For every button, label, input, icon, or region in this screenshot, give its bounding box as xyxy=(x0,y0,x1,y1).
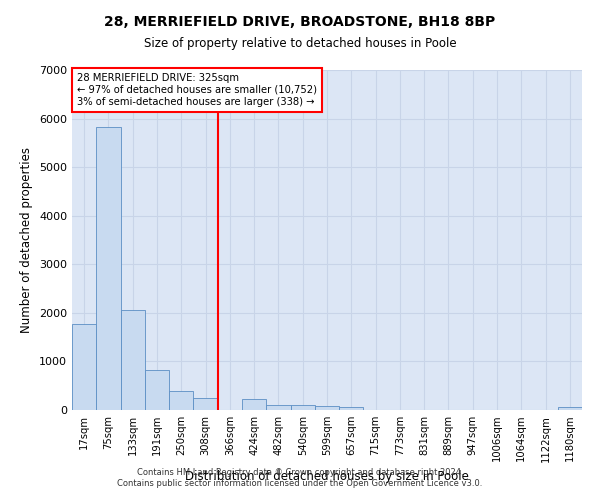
Bar xyxy=(121,310,145,410)
Bar xyxy=(290,404,315,410)
Bar xyxy=(96,128,121,410)
Bar xyxy=(169,391,193,410)
Bar xyxy=(193,398,218,410)
Bar xyxy=(72,324,96,410)
Bar xyxy=(339,407,364,410)
Text: Size of property relative to detached houses in Poole: Size of property relative to detached ho… xyxy=(143,38,457,51)
Bar xyxy=(558,406,582,410)
Bar xyxy=(145,370,169,410)
Text: 28 MERRIEFIELD DRIVE: 325sqm
← 97% of detached houses are smaller (10,752)
3% of: 28 MERRIEFIELD DRIVE: 325sqm ← 97% of de… xyxy=(77,74,317,106)
X-axis label: Distribution of detached houses by size in Poole: Distribution of detached houses by size … xyxy=(185,470,469,483)
Bar xyxy=(242,399,266,410)
Text: Contains HM Land Registry data © Crown copyright and database right 2024.
Contai: Contains HM Land Registry data © Crown c… xyxy=(118,468,482,487)
Text: 28, MERRIEFIELD DRIVE, BROADSTONE, BH18 8BP: 28, MERRIEFIELD DRIVE, BROADSTONE, BH18 … xyxy=(104,15,496,29)
Bar xyxy=(315,406,339,410)
Y-axis label: Number of detached properties: Number of detached properties xyxy=(20,147,34,333)
Bar xyxy=(266,404,290,410)
